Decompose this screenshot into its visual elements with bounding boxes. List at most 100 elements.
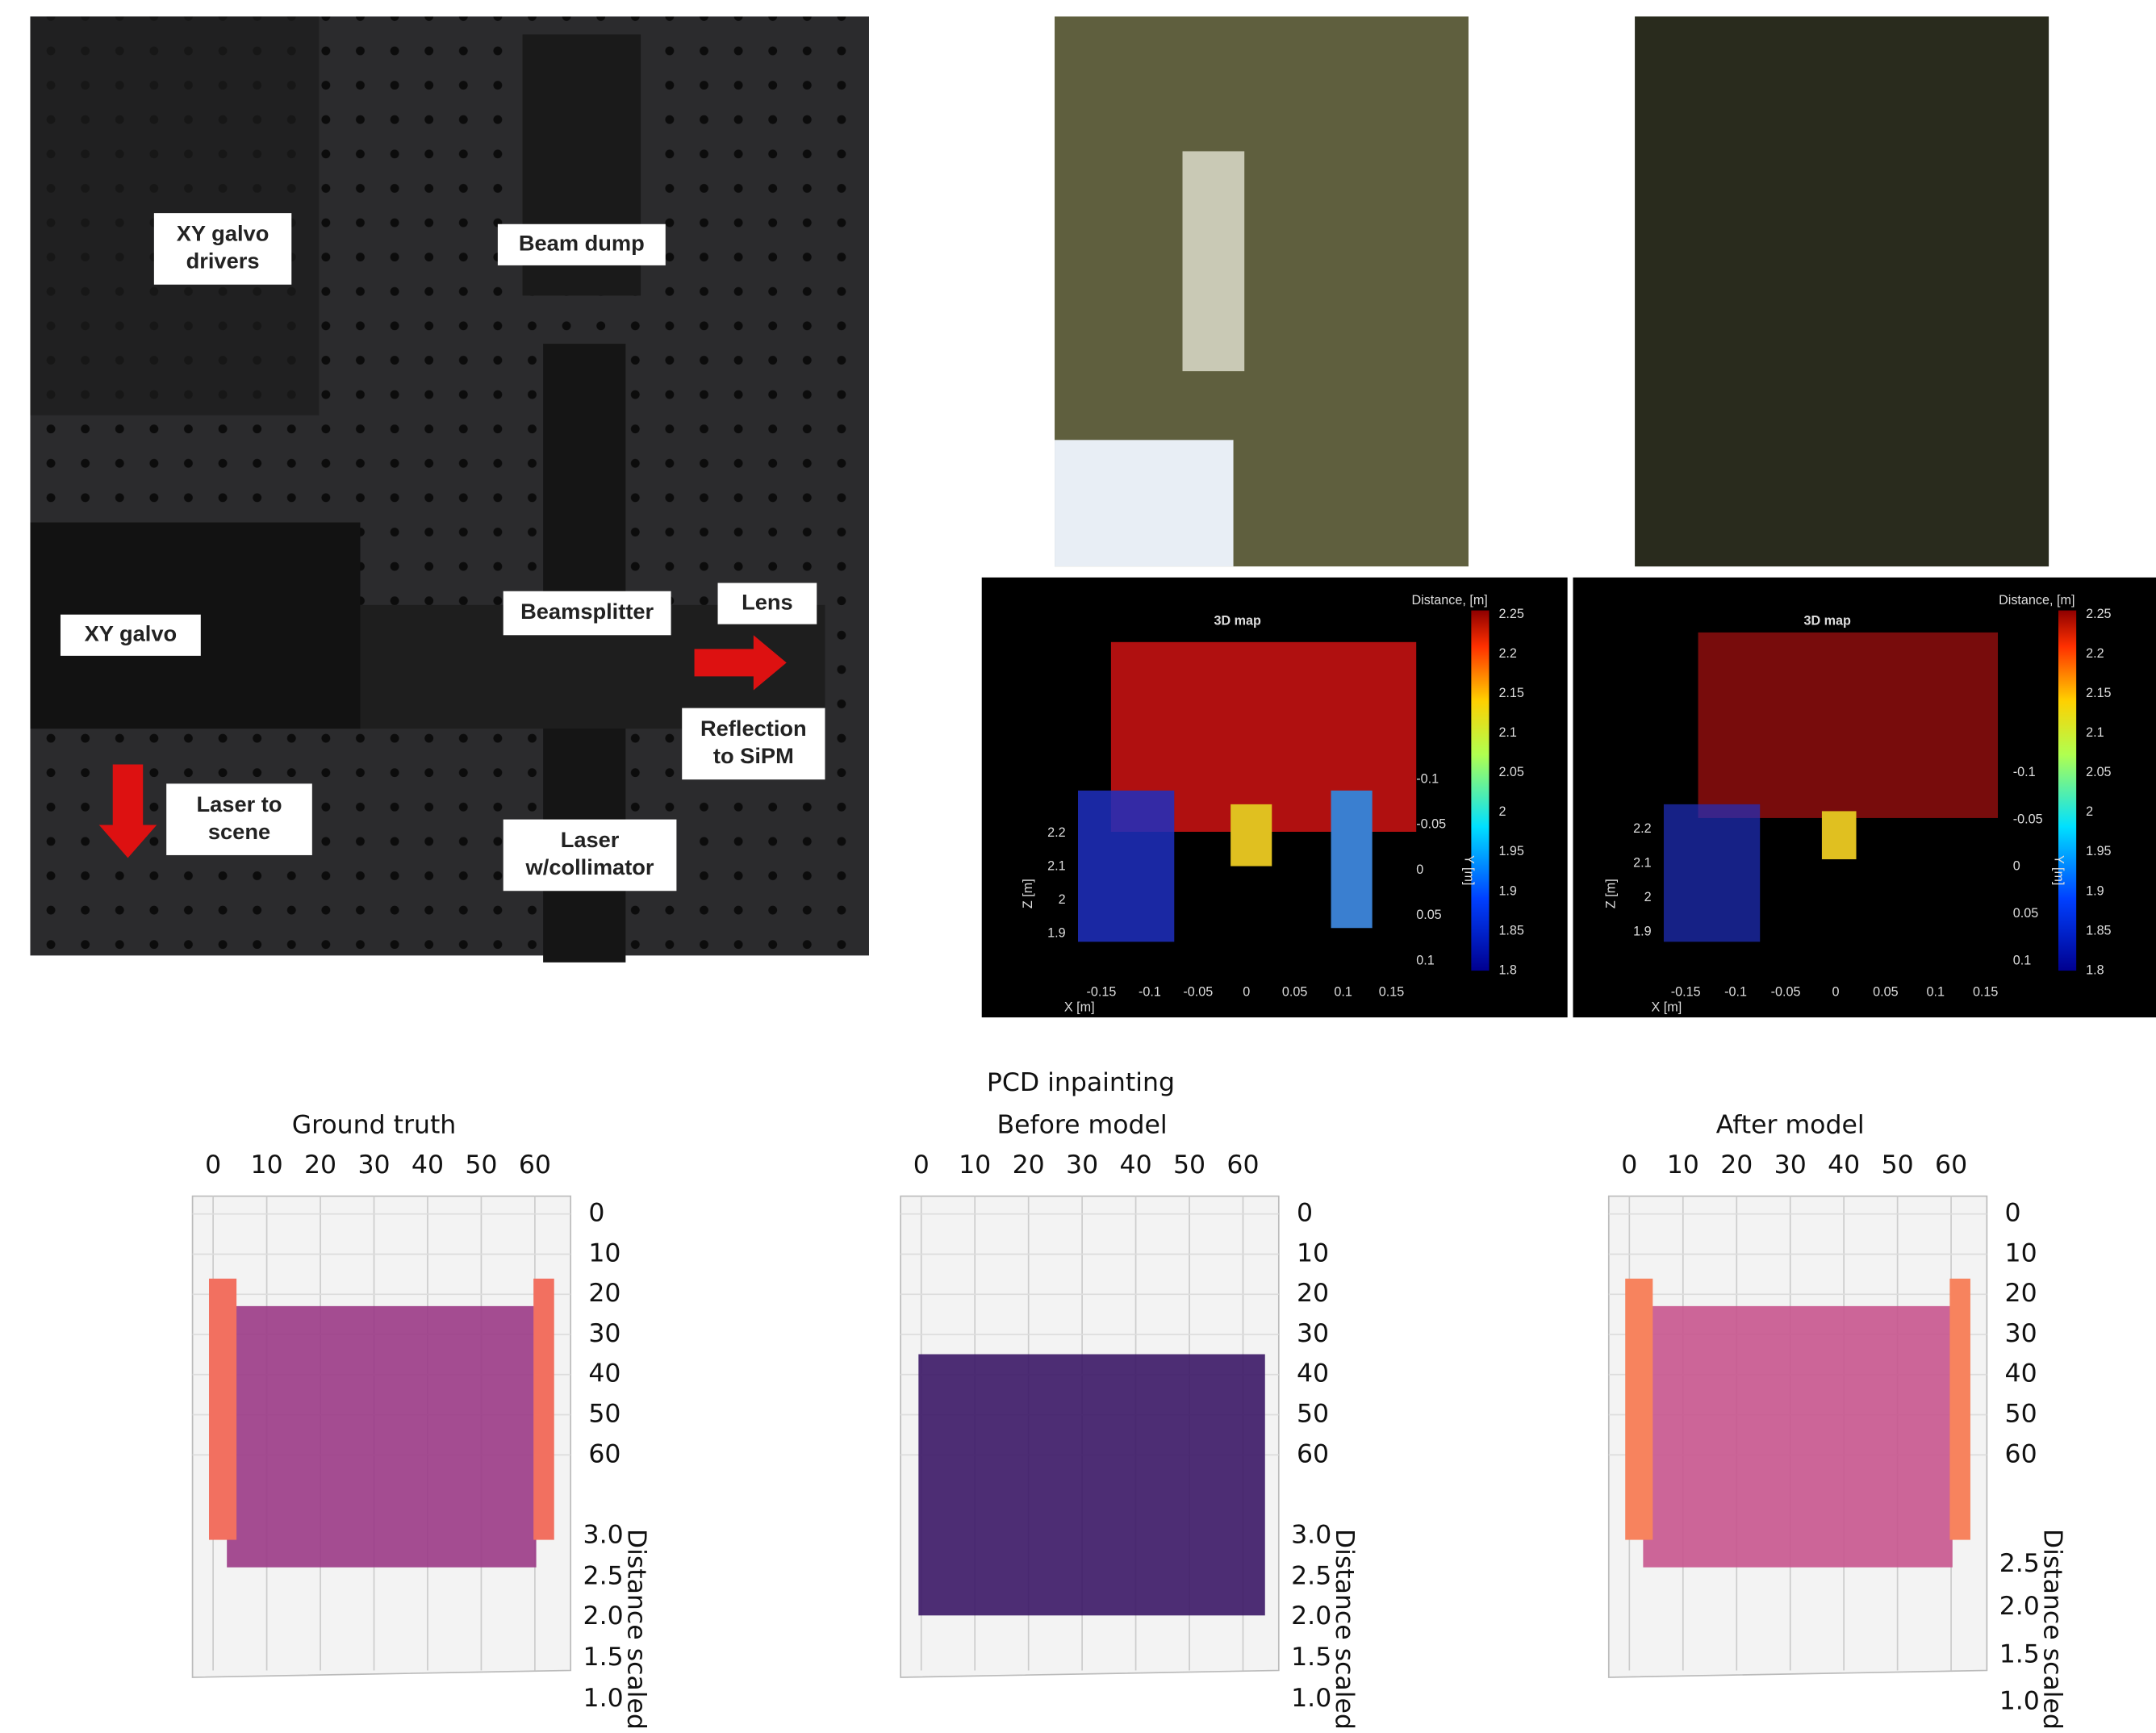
y-tick: 40: [588, 1359, 620, 1388]
z-label: Distance scaled: [2037, 1529, 2066, 1730]
x-tick: 0: [1243, 985, 1250, 1000]
y-tick: 10: [1297, 1238, 1329, 1267]
setup-label: w/collimator: [525, 854, 654, 879]
z-label: Distance scaled: [621, 1529, 650, 1730]
y-tick: 0.1: [2013, 953, 2031, 967]
y-tick: -0.05: [2013, 812, 2043, 826]
x-tick: 50: [1882, 1150, 1914, 1180]
colorbar-tick: 2: [1498, 804, 1506, 819]
z-tick: 1.9: [1047, 925, 1065, 940]
y-tick: 10: [588, 1238, 620, 1267]
x-tick: 30: [357, 1150, 390, 1180]
point-cloud: [1331, 791, 1373, 928]
figure-title: PCD inpainting: [987, 1068, 1175, 1097]
colorbar-tick: 2.25: [1498, 607, 1523, 621]
x-tick: 10: [251, 1150, 283, 1180]
colorbar-tick: 2: [2086, 804, 2093, 819]
point-cloud: [1643, 1306, 1952, 1568]
photo-element: [1635, 16, 2049, 566]
z-tick: 2.1: [1047, 858, 1065, 873]
y-label: Y [m]: [1462, 855, 1477, 885]
x-tick: -0.1: [1139, 985, 1161, 1000]
x-tick: 0.15: [1379, 985, 1404, 1000]
z-tick: 1.5: [583, 1643, 624, 1672]
x-tick: 0.05: [1282, 985, 1307, 1000]
setup-label: XY galvo: [85, 620, 178, 645]
y-tick: 30: [588, 1319, 620, 1348]
y-tick: 0.1: [1416, 953, 1434, 967]
z-label: Distance scaled: [1330, 1529, 1359, 1730]
y-tick: 30: [1297, 1319, 1329, 1348]
colorbar-tick: 2.2: [2086, 646, 2104, 661]
setup-label: Beamsplitter: [520, 599, 654, 624]
point-cloud: [1698, 633, 1998, 818]
z-tick: 2.0: [583, 1601, 624, 1631]
y-tick: 50: [588, 1400, 620, 1429]
x-tick: 0: [205, 1150, 221, 1180]
setup-label: Reflection: [700, 716, 807, 741]
z-tick: 2: [1059, 892, 1066, 907]
setup-label: Laser: [561, 827, 620, 852]
z-tick: 1.0: [583, 1684, 624, 1713]
map-title: 3D map: [1804, 614, 1852, 628]
z-tick: 2.2: [1633, 821, 1651, 836]
photo-element: [1183, 151, 1245, 371]
colorbar-tick: 1.9: [1498, 883, 1516, 898]
colorbar-tick: 2.15: [2086, 686, 2111, 700]
y-tick: 30: [2005, 1319, 2037, 1348]
point-cloud: [918, 1355, 1264, 1616]
panel-title: Ground truth: [292, 1111, 457, 1140]
z-label: Z [m]: [1021, 879, 1035, 908]
x-tick: -0.15: [1087, 985, 1117, 1000]
z-label: Z [m]: [1603, 879, 1618, 908]
y-tick: 40: [1297, 1359, 1329, 1388]
x-tick: 10: [1667, 1150, 1699, 1180]
x-label: X [m]: [1064, 1000, 1095, 1014]
panel-title: Before model: [997, 1111, 1168, 1140]
colorbar-tick: 2.2: [1498, 646, 1516, 661]
z-tick: 2.5: [1999, 1549, 2040, 1578]
z-tick: 1.5: [1999, 1640, 2040, 1669]
x-tick: 60: [519, 1150, 551, 1180]
z-tick: 3.0: [1291, 1520, 1331, 1549]
page: {"setup_photo": {"labels": [ ["XY galvo"…: [0, 0, 2156, 1733]
y-tick: 50: [1297, 1400, 1329, 1429]
x-tick: 20: [1013, 1150, 1045, 1180]
z-tick: 2.0: [1291, 1601, 1331, 1631]
colorbar-tick: 2.1: [1498, 725, 1516, 740]
x-tick: 60: [1226, 1150, 1259, 1180]
point-cloud: [533, 1279, 554, 1540]
x-tick: 50: [465, 1150, 497, 1180]
setup-label: XY galvo: [177, 221, 270, 246]
point-cloud: [1949, 1279, 1970, 1540]
z-tick: 1.9: [1633, 925, 1651, 939]
point-cloud: [1822, 811, 1857, 859]
z-tick: 2.5: [583, 1562, 624, 1591]
y-tick: 0: [1297, 1199, 1313, 1228]
point-cloud: [1231, 804, 1272, 866]
y-tick: 40: [2005, 1359, 2037, 1388]
y-tick: 50: [2005, 1400, 2037, 1429]
z-tick: 2.2: [1047, 825, 1065, 840]
colorbar-tick: 2.05: [2086, 765, 2111, 779]
z-tick: 2.1: [1633, 855, 1651, 870]
x-tick: 0: [1621, 1150, 1637, 1180]
setup-label: Lens: [742, 589, 793, 614]
z-tick: 1.5: [1291, 1643, 1331, 1672]
y-label: Y [m]: [2052, 855, 2066, 885]
map-title: 3D map: [1214, 614, 1261, 628]
z-tick: 1.0: [1291, 1684, 1331, 1713]
y-tick: 20: [1297, 1279, 1329, 1308]
x-tick: 0.1: [1927, 985, 1945, 1000]
x-tick: 40: [412, 1150, 444, 1180]
x-tick: 0.1: [1334, 985, 1352, 1000]
y-tick: -0.05: [1416, 817, 1446, 832]
y-tick: 10: [2005, 1238, 2037, 1267]
x-tick: 0.05: [1873, 985, 1898, 1000]
setup-label: Laser to: [197, 791, 282, 816]
x-tick: 50: [1173, 1150, 1205, 1180]
panel-title: After model: [1716, 1111, 1865, 1140]
y-tick: -0.1: [1416, 771, 1439, 786]
colorbar-tick: 2.1: [2086, 725, 2104, 740]
z-tick: 1.0: [1999, 1687, 2040, 1716]
